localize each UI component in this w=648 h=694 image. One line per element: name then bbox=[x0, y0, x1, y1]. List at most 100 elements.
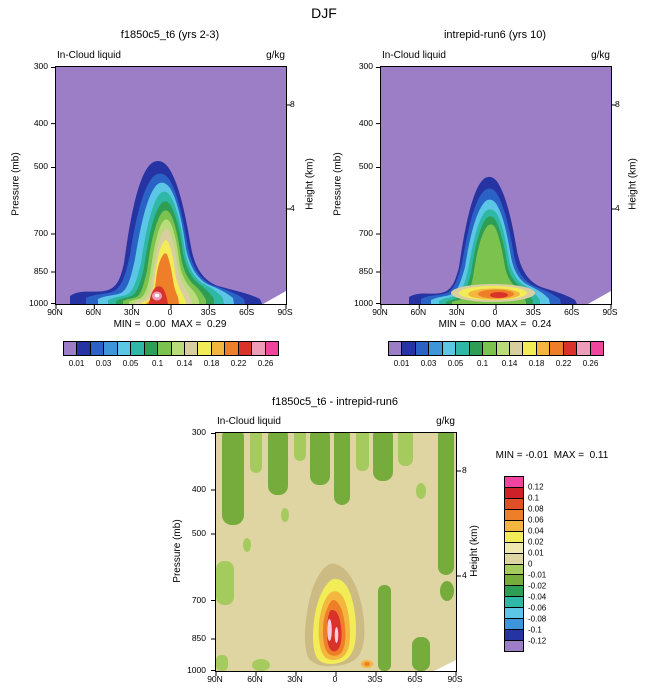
negative-patch bbox=[281, 508, 289, 522]
xtick: 60S bbox=[239, 307, 255, 317]
contour-core bbox=[490, 292, 508, 298]
terrain-mask bbox=[263, 291, 286, 304]
negative-patch bbox=[378, 585, 391, 671]
xtick: 30S bbox=[525, 307, 541, 317]
negative-patch bbox=[416, 483, 426, 499]
colorbar-cell bbox=[505, 575, 523, 587]
figure-title: DJF bbox=[311, 5, 337, 21]
htick: 8 bbox=[462, 465, 467, 476]
panel-left-height-ticks: 8 4 bbox=[288, 66, 302, 303]
axis-ticks bbox=[51, 67, 291, 309]
panel-left-colorbar-labels: 0.01 0.03 0.05 0.1 0.14 0.18 0.22 0.26 bbox=[63, 359, 279, 369]
ytick: 1000 bbox=[354, 297, 373, 308]
ytick: 850 bbox=[191, 632, 206, 643]
negative-patch bbox=[252, 659, 270, 671]
panel-diff-contour-svg bbox=[211, 433, 461, 676]
panel-diff-title: f1850c5_t6 - intrepid-run6 bbox=[272, 396, 398, 408]
panel-diff-units-label: g/kg bbox=[436, 416, 455, 427]
colorbar-cell bbox=[252, 342, 266, 355]
contour-core bbox=[334, 627, 339, 643]
panel-left-height-axis-title: Height (km) bbox=[304, 158, 316, 210]
ytick: 1000 bbox=[187, 664, 206, 675]
negative-patch bbox=[222, 433, 244, 525]
colorbar-label: 0.1 bbox=[151, 359, 164, 368]
colorbar-label: 0 bbox=[528, 559, 533, 569]
colorbar-label: 0.26 bbox=[582, 359, 599, 368]
colorbar-label: 0.03 bbox=[95, 359, 112, 368]
xtick: 30N bbox=[287, 674, 303, 684]
colorbar-cell bbox=[577, 342, 591, 355]
colorbar-cell bbox=[456, 342, 470, 355]
xtick: 30N bbox=[448, 307, 465, 317]
panel-diff-height-ticks: 8 4 bbox=[460, 432, 472, 670]
colorbar-cell bbox=[550, 342, 564, 355]
colorbar-label: 0.03 bbox=[420, 359, 437, 368]
colorbar-label: 0.14 bbox=[501, 359, 518, 368]
colorbar-cell bbox=[184, 342, 199, 355]
colorbar-cell bbox=[505, 553, 523, 565]
colorbar-cell bbox=[158, 342, 172, 355]
colorbar-cell bbox=[505, 630, 523, 642]
colorbar-cell bbox=[523, 342, 537, 355]
panel-left-latitude-ticks: 90N 60N 30N 0 30S 60S 90S bbox=[47, 307, 292, 319]
panel-left-colorbar bbox=[63, 341, 279, 356]
colorbar-label: 0.14 bbox=[176, 359, 193, 368]
ytick: 850 bbox=[33, 266, 48, 276]
colorbar-cell bbox=[590, 342, 603, 355]
xtick: 30S bbox=[200, 307, 216, 317]
ytick: 400 bbox=[358, 117, 373, 128]
colorbar-cell bbox=[77, 342, 91, 355]
colorbar-cell bbox=[505, 531, 523, 543]
htick: 8 bbox=[290, 98, 295, 109]
xtick: 90S bbox=[277, 307, 293, 317]
xtick: 90N bbox=[372, 307, 388, 317]
xtick: 90S bbox=[447, 674, 463, 684]
panel-right-title: intrepid-run6 (yrs 10) bbox=[443, 29, 547, 41]
panel-left-title: f1850c5_t6 (yrs 2-3) bbox=[120, 29, 220, 41]
panel-diff-colorbar bbox=[504, 476, 524, 652]
negative-patch bbox=[412, 637, 430, 671]
colorbar-cell bbox=[469, 342, 484, 355]
colorbar-cell bbox=[238, 342, 253, 355]
contour-layer bbox=[452, 224, 526, 304]
terrain-mask bbox=[588, 291, 611, 304]
colorbar-cell bbox=[505, 498, 523, 510]
colorbar-label: -0.01 bbox=[528, 570, 547, 580]
panel-right-height-ticks: 8 4 bbox=[613, 66, 627, 303]
colorbar-cell bbox=[505, 477, 523, 488]
ytick: 700 bbox=[33, 227, 48, 238]
ytick: 300 bbox=[33, 61, 48, 72]
xtick: 60S bbox=[564, 307, 580, 317]
panel-right-contour-field bbox=[381, 67, 611, 304]
panel-diff-field-label: In-Cloud liquid bbox=[217, 416, 281, 427]
colorbar-label: -0.08 bbox=[528, 614, 547, 624]
negative-patch bbox=[294, 433, 306, 461]
ytick: 500 bbox=[191, 527, 206, 538]
colorbar-cell bbox=[402, 342, 416, 355]
colorbar-cell bbox=[104, 342, 118, 355]
colorbar-label: -0.04 bbox=[528, 592, 547, 602]
colorbar-cell bbox=[64, 342, 78, 355]
colorbar-cell bbox=[198, 342, 212, 355]
ytick: 700 bbox=[358, 227, 373, 238]
negative-anomaly-regions bbox=[216, 433, 454, 671]
ytick: 300 bbox=[191, 427, 206, 438]
colorbar-cell bbox=[509, 342, 524, 355]
colorbar-label: 0.26 bbox=[257, 359, 274, 368]
negative-patch bbox=[356, 433, 369, 471]
ytick: 500 bbox=[33, 161, 48, 172]
colorbar-label: 0.05 bbox=[122, 359, 139, 368]
xtick: 0 bbox=[492, 307, 498, 317]
colorbar-label: 0.01 bbox=[68, 359, 85, 368]
ytick: 1000 bbox=[29, 297, 48, 308]
panel-right-units-label: g/kg bbox=[591, 50, 610, 61]
colorbar-label: 0.18 bbox=[203, 359, 220, 368]
panel-right-height-axis-title: Height (km) bbox=[627, 158, 639, 210]
htick: 4 bbox=[462, 569, 467, 580]
colorbar-label: -0.06 bbox=[528, 603, 547, 613]
colorbar-cell bbox=[505, 597, 523, 609]
colorbar-cell bbox=[496, 342, 510, 355]
panel-right-pressure-ticks: 300 400 500 700 850 1000 bbox=[347, 61, 375, 307]
colorbar-cell bbox=[144, 342, 159, 355]
colorbar-cell bbox=[90, 342, 105, 355]
